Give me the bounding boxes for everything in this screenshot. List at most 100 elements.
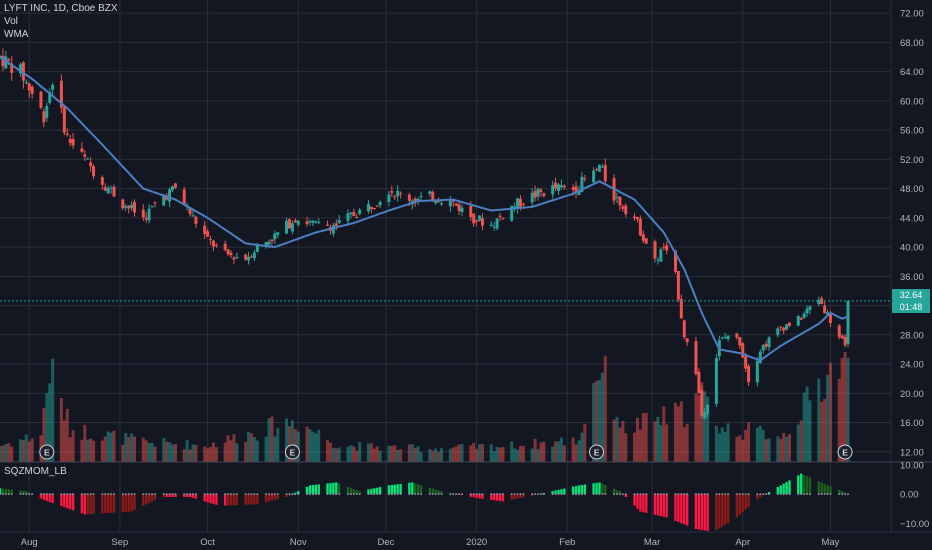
- squeeze-dot: [496, 493, 499, 495]
- squeeze-dot: [697, 493, 700, 495]
- volume-bar: [621, 420, 625, 462]
- squeeze-dot: [104, 493, 107, 495]
- squeeze-dot: [417, 493, 420, 495]
- squeeze-dot: [162, 493, 165, 495]
- candle-body: [755, 360, 759, 383]
- volume-bar: [173, 443, 177, 462]
- momentum-bar: [10, 489, 13, 495]
- squeeze-dot: [695, 493, 697, 495]
- volume-bar: [779, 438, 783, 462]
- candle-body: [694, 341, 698, 374]
- momentum-bar: [522, 494, 525, 498]
- volume-bar: [592, 382, 596, 462]
- squeeze-dot: [490, 493, 493, 495]
- momentum-bar: [223, 494, 227, 506]
- momentum-bar: [235, 494, 239, 506]
- squeeze-dot: [0, 493, 1, 495]
- volume-bar: [802, 392, 806, 462]
- squeeze-dot: [212, 493, 215, 495]
- candle-body: [440, 203, 444, 205]
- volume-bar: [51, 358, 55, 462]
- squeeze-dot: [215, 493, 218, 495]
- squeeze-dot: [768, 493, 770, 495]
- wma-line: [0, 56, 849, 362]
- momentum-bar: [759, 494, 762, 497]
- momentum-bar: [723, 494, 727, 525]
- time-tick-label: Oct: [200, 537, 215, 548]
- candle-body: [828, 314, 832, 323]
- volume-bar: [296, 431, 300, 462]
- candle-body: [518, 198, 522, 207]
- squeeze-dot: [373, 493, 376, 495]
- volume-bar: [346, 446, 350, 462]
- squeeze-dot: [7, 493, 10, 495]
- squeeze-dot: [335, 493, 338, 495]
- squeeze-dot: [63, 493, 66, 495]
- momentum-bar: [145, 494, 148, 505]
- squeeze-dot: [788, 493, 791, 495]
- squeeze-dot: [89, 493, 92, 495]
- momentum-bar: [188, 494, 192, 497]
- candle-body: [162, 195, 166, 206]
- squeeze-dot: [28, 493, 31, 495]
- momentum-bar: [229, 494, 233, 506]
- price-axis[interactable]: 72.00 68.00 64.00 60.00 56.00 52.00 48.00 44.00…: [900, 9, 924, 459]
- momentum-bar: [469, 494, 472, 497]
- momentum-bar: [0, 488, 2, 495]
- time-axis[interactable]: Aug Sep Oct Nov Dec 2020 Feb Mar Apr May: [21, 537, 840, 548]
- momentum-bar: [838, 489, 841, 495]
- candle-body: [679, 298, 683, 319]
- volume-bar: [498, 447, 502, 462]
- momentum-bar: [206, 494, 209, 503]
- squeeze-dot: [686, 493, 689, 495]
- volume-bar: [252, 437, 256, 462]
- candle-body: [513, 206, 517, 208]
- volume-bar: [530, 448, 534, 462]
- volume-bar: [738, 435, 742, 462]
- wma-legend: WMA: [4, 29, 29, 40]
- time-tick-label: Feb: [559, 537, 575, 548]
- candle-body: [618, 196, 622, 206]
- volume-bar: [214, 447, 218, 462]
- squeeze-dot: [45, 493, 48, 495]
- squeeze-dot: [186, 493, 189, 495]
- volume-bar: [223, 442, 227, 462]
- squeeze-dot: [329, 493, 332, 495]
- squeeze-dot: [352, 493, 355, 495]
- candle-body: [761, 345, 765, 351]
- candle-body: [285, 220, 289, 234]
- momentum-bar: [130, 494, 133, 512]
- squeeze-dot: [168, 493, 171, 495]
- squeeze-dot: [461, 493, 463, 495]
- squeeze-dot: [449, 493, 452, 495]
- candle-body: [89, 162, 93, 167]
- squeeze-dot: [455, 493, 458, 495]
- volume-bar: [624, 433, 628, 462]
- candle-body: [808, 306, 812, 310]
- momentum-axis[interactable]: 10.00 0.00 −10.00: [900, 460, 929, 529]
- squeeze-dot: [557, 493, 560, 495]
- candle-body: [492, 226, 496, 228]
- candle-body: [147, 208, 151, 221]
- volume-bar: [823, 398, 827, 462]
- squeeze-dot: [69, 493, 72, 495]
- candle-body: [188, 208, 192, 215]
- volume-bar: [679, 401, 683, 462]
- momentum-bar: [767, 492, 771, 495]
- momentum-bar: [577, 485, 581, 495]
- momentum-bar: [513, 494, 516, 500]
- momentum-histogram: [0, 473, 850, 532]
- candle-body: [211, 240, 215, 247]
- squeeze-dot: [680, 493, 683, 495]
- candle-body: [846, 300, 850, 344]
- momentum-bar: [92, 494, 95, 514]
- candle-body: [633, 216, 637, 219]
- momentum-bar: [706, 494, 709, 532]
- squeeze-dot: [560, 493, 563, 495]
- candle-body: [665, 245, 669, 251]
- momentum-bar: [800, 473, 803, 495]
- momentum-bar: [490, 494, 493, 500]
- squeeze-dot: [250, 493, 253, 495]
